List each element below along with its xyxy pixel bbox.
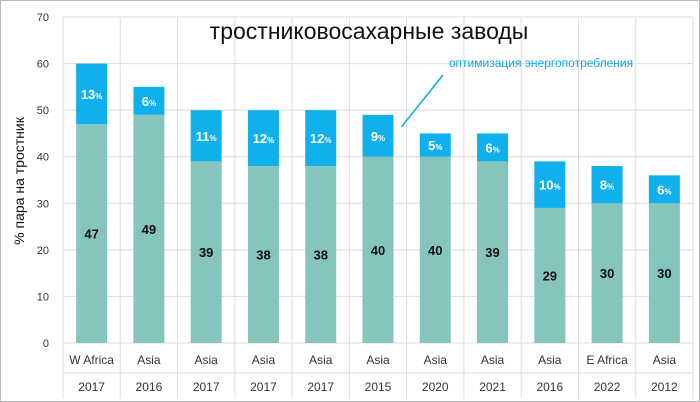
x-tick-label-year: 2021 <box>479 380 506 394</box>
y-tick-label: 50 <box>37 105 49 117</box>
x-tick-label-year: 2017 <box>193 380 220 394</box>
bar-segment-top <box>591 166 623 204</box>
y-tick-label: 10 <box>37 291 49 303</box>
x-tick-label-region: Asia <box>653 353 677 367</box>
data-label-base: 47 <box>84 227 98 242</box>
data-label-base: 39 <box>199 245 213 260</box>
data-label-base: 38 <box>313 248 327 263</box>
bar-segment-top <box>477 133 509 162</box>
bar-segment-top <box>534 161 566 208</box>
bars <box>76 63 680 343</box>
bar-segment-base <box>190 161 222 343</box>
bar-segment-base <box>648 203 680 343</box>
bar-segment-top <box>305 110 337 167</box>
x-tick-label-region: Asia <box>195 353 219 367</box>
data-label-base: 30 <box>657 266 671 281</box>
x-tick-label-region: Asia <box>481 353 505 367</box>
x-tick-label-year: 2017 <box>250 380 277 394</box>
x-tick-label-region: W Africa <box>69 353 114 367</box>
x-tick-label-year: 2017 <box>307 380 334 394</box>
data-label-base: 38 <box>256 248 270 263</box>
y-tick-label: 30 <box>37 198 49 210</box>
x-tick-label-year: 2020 <box>422 380 449 394</box>
x-tick-label-region: Asia <box>137 353 161 367</box>
data-label-base: 30 <box>600 266 614 281</box>
bar-segment-base <box>419 156 451 343</box>
bar-segment-top <box>190 110 222 162</box>
y-axis-label: % пара на тростник <box>11 116 27 245</box>
x-tick-label-year: 2016 <box>536 380 563 394</box>
bar-segment-base <box>305 166 337 343</box>
x-tick-label-region: Asia <box>366 353 390 367</box>
data-label-base: 29 <box>543 268 557 283</box>
x-tick-label-year: 2016 <box>136 380 163 394</box>
x-tick-label-year: 2022 <box>594 380 621 394</box>
data-label-base: 40 <box>371 243 385 258</box>
y-tick-label: 0 <box>43 338 49 350</box>
x-tick-label-region: Asia <box>538 353 562 367</box>
x-tick-label-region: Asia <box>252 353 276 367</box>
bar-segment-top <box>247 110 279 167</box>
bar-segment-base <box>247 166 279 343</box>
x-tick-label-region: Asia <box>309 353 333 367</box>
bar-segment-top <box>133 86 165 115</box>
x-tick-label-year: 2015 <box>365 380 392 394</box>
bar-segment-base <box>591 203 623 343</box>
data-label-base: 49 <box>142 222 156 237</box>
bar-segment-base <box>76 124 108 343</box>
bar-segment-top <box>76 63 108 125</box>
bar-segment-top <box>362 114 394 157</box>
bar-segment-top <box>419 133 451 157</box>
annotation-text: оптимизация энергопотребления <box>449 56 633 70</box>
x-tick-label-year: 2017 <box>78 380 105 394</box>
bar-segment-base <box>477 161 509 343</box>
x-tick-label-year: 2012 <box>651 380 678 394</box>
y-tick-label: 40 <box>37 152 49 164</box>
x-tick-label-region: Asia <box>424 353 448 367</box>
y-tick-label: 20 <box>37 245 49 257</box>
annotation-leader-line <box>400 74 444 128</box>
x-tick-label-region: E Africa <box>586 353 628 367</box>
y-tick-label: 60 <box>37 59 49 71</box>
chart-title: тростниковосахарные заводы <box>210 18 529 44</box>
y-tick-label: 70 <box>37 12 49 24</box>
bar-segment-top <box>648 175 680 204</box>
bar-segment-base <box>534 207 566 343</box>
data-label-base: 39 <box>485 245 499 260</box>
bar-segment-base <box>133 114 165 343</box>
bar-segment-base <box>362 156 394 343</box>
data-label-base: 40 <box>428 243 442 258</box>
